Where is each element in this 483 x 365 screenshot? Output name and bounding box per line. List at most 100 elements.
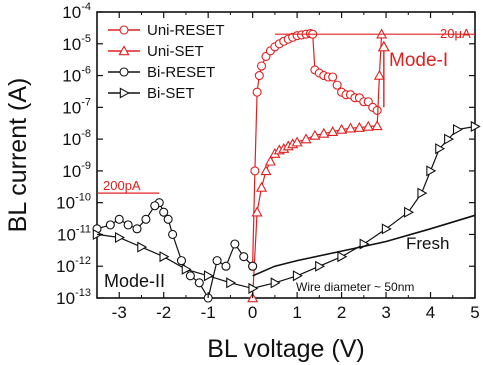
data-point <box>250 166 260 176</box>
axis-layer: -3 -2 -1 0 1 2 3 4 510-410-510-610-710-810-910-1… <box>4 1 480 363</box>
data-point <box>132 224 142 234</box>
data-point <box>362 120 374 131</box>
data-layer <box>92 28 481 303</box>
data-point <box>181 263 192 275</box>
data-point <box>315 260 326 272</box>
data-point <box>176 256 187 266</box>
y-tick-base: 10 <box>62 98 81 117</box>
x-tick-label: 1 <box>292 303 301 322</box>
series-bi-set <box>92 120 481 294</box>
y-tick-base: 10 <box>62 130 81 149</box>
series-bi-reset <box>92 198 258 303</box>
data-point <box>336 123 348 134</box>
series-uni-reset <box>248 28 382 271</box>
y-tick-base: 10 <box>56 257 75 276</box>
y-tick-label: 10-8 <box>62 128 91 149</box>
y-tick-label: 10-13 <box>56 287 91 308</box>
x-tick-label: 3 <box>381 303 390 322</box>
legend-marker <box>118 45 130 56</box>
data-point <box>256 181 268 192</box>
legend-label: Uni-SET <box>147 43 204 60</box>
legend-item: Bi-RESET <box>108 64 215 81</box>
legend-marker <box>119 25 129 35</box>
compliance-high-label: 20μA <box>440 26 471 41</box>
data-point <box>292 270 303 282</box>
x-axis-title: BL voltage (V) <box>207 335 364 363</box>
series-fresh <box>252 214 476 277</box>
data-point <box>248 282 259 294</box>
data-point <box>452 124 463 136</box>
data-point <box>114 214 124 224</box>
x-tick-label: 2 <box>337 303 346 322</box>
x-tick-label: -1 <box>201 303 216 322</box>
y-tick-base: 10 <box>56 194 75 213</box>
x-tick-label: -3 <box>112 303 127 322</box>
data-point <box>426 165 437 177</box>
y-tick-exponent: -9 <box>81 160 91 172</box>
y-axis-title: BL current (A) <box>4 78 32 233</box>
wire-diameter-note: Wire diameter ~ 50nm <box>296 280 414 294</box>
data-point <box>185 271 195 281</box>
data-point <box>141 214 151 224</box>
data-point <box>344 122 357 133</box>
compliance-low-label: 200pA <box>103 178 141 193</box>
y-tick-exponent: -12 <box>75 255 91 267</box>
data-point <box>159 251 170 263</box>
y-tick-base: 10 <box>56 289 75 308</box>
data-point <box>150 201 160 211</box>
data-point <box>381 223 392 235</box>
y-tick-exponent: -4 <box>81 1 91 13</box>
y-tick-label: 10-4 <box>62 1 91 22</box>
data-point <box>309 129 321 140</box>
data-point <box>252 87 262 97</box>
series-uni-set <box>247 28 388 303</box>
legend-label: Bi-SET <box>147 85 195 102</box>
y-tick-label: 10-7 <box>62 96 91 117</box>
legend-marker <box>119 67 129 77</box>
data-point <box>291 136 303 147</box>
data-point <box>221 261 231 271</box>
plot-frame <box>96 11 476 299</box>
annotation-layer: 20μA 200pA Mode-I Mode-II Fresh Wire diameter… <box>97 26 475 294</box>
data-point <box>417 187 428 199</box>
plot-area <box>96 11 476 299</box>
data-point <box>105 220 115 230</box>
data-point <box>260 165 272 176</box>
x-tick-label: 5 <box>470 303 479 322</box>
data-point <box>337 251 348 263</box>
data-point <box>435 143 446 155</box>
data-point <box>239 252 249 262</box>
data-point <box>163 214 173 224</box>
legend-label: Bi-RESET <box>147 64 215 81</box>
y-tick-exponent: -6 <box>81 65 91 77</box>
series-line <box>252 34 383 299</box>
mode-1-label: Mode-I <box>389 50 448 71</box>
legend-item: Bi-SET <box>108 85 195 102</box>
series-line <box>252 214 476 277</box>
data-point <box>115 231 125 244</box>
data-point <box>248 261 258 271</box>
y-tick-exponent: -5 <box>81 33 91 45</box>
legend-marker <box>119 87 130 99</box>
legend-label: Uni-RESET <box>147 22 225 39</box>
y-tick-base: 10 <box>62 67 81 86</box>
data-point <box>256 61 267 71</box>
y-tick-base: 10 <box>62 162 81 181</box>
data-point <box>264 155 276 166</box>
legend: Uni-RESET Uni-SET Bi-RESET Bi-SET <box>108 22 225 102</box>
y-tick-label: 10-10 <box>56 192 91 213</box>
data-point <box>332 80 342 90</box>
data-point <box>327 126 339 137</box>
x-tick-label: 0 <box>248 303 257 322</box>
y-tick-exponent: -13 <box>75 287 91 299</box>
y-tick-exponent: -7 <box>81 96 91 108</box>
data-point <box>194 278 204 288</box>
data-point <box>404 206 415 218</box>
data-point <box>444 133 455 145</box>
legend-item: Uni-SET <box>108 43 204 60</box>
y-tick-exponent: -11 <box>76 223 91 235</box>
y-tick-exponent: -10 <box>75 192 91 204</box>
x-tick-label: -2 <box>156 303 171 322</box>
data-point <box>254 71 264 81</box>
